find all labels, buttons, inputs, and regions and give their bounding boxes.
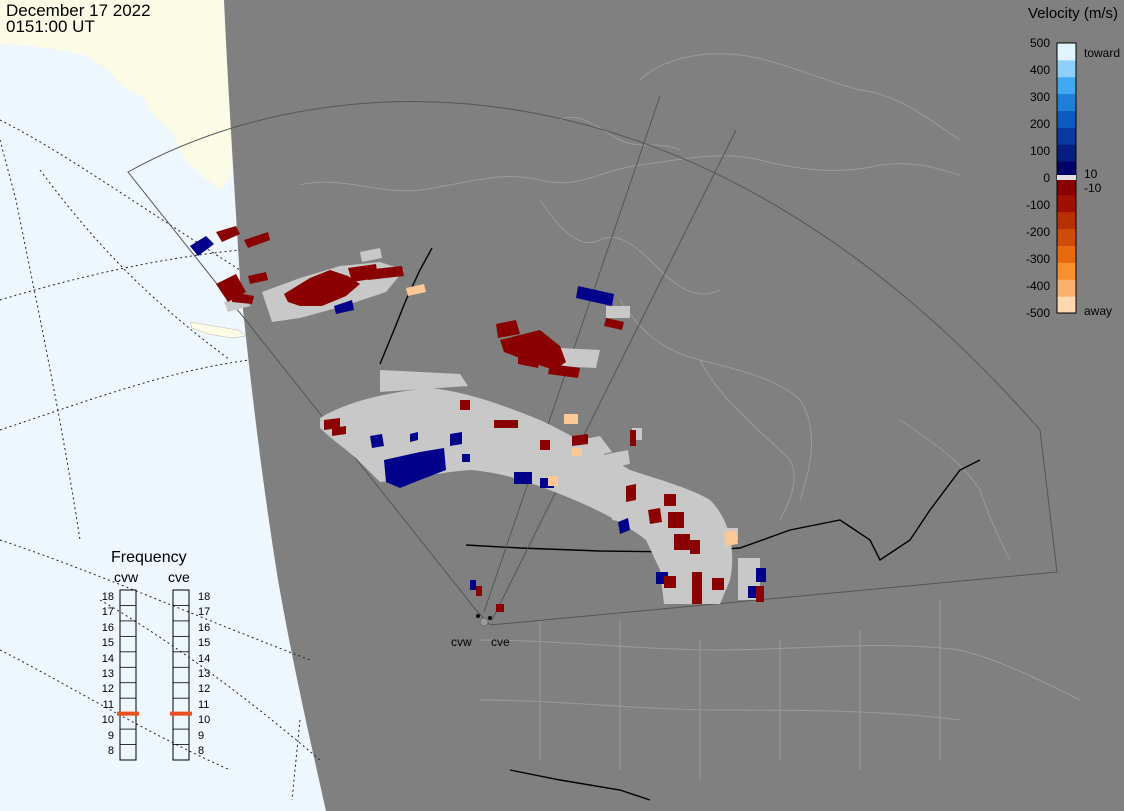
frequency-scale-label: 13 xyxy=(101,668,114,680)
legend-tick-label: -100 xyxy=(1025,198,1050,212)
colorbar-segment xyxy=(1057,161,1076,179)
frequency-scale-label: 8 xyxy=(198,745,205,758)
frequency-bars xyxy=(117,589,192,761)
legend-tick-label: -500 xyxy=(1025,306,1050,320)
frequency-scale-label: 14 xyxy=(198,652,211,665)
site-label-cvw: cvw xyxy=(451,635,472,649)
echoes-toward xyxy=(190,236,766,598)
colorbar-segment xyxy=(1057,43,1076,61)
frequency-column xyxy=(172,589,190,761)
colorbar-segment xyxy=(1057,228,1076,246)
frequency-radar-cvw-label: cvw xyxy=(114,569,139,585)
frequency-scale-label: 12 xyxy=(101,683,114,696)
legend-away-label: away xyxy=(1084,304,1113,318)
colorbar-segment xyxy=(1057,211,1076,230)
echoes-away-fast xyxy=(406,284,738,546)
frequency-scale-label: 11 xyxy=(198,698,210,711)
colorbar-segment xyxy=(1057,76,1076,95)
frequency-scale-label: 13 xyxy=(198,668,211,680)
frequency-scale-label: 15 xyxy=(101,637,114,650)
site-label-cve: cve xyxy=(491,635,510,649)
velocity-colorbar xyxy=(1056,42,1077,314)
colorbar-segment xyxy=(1057,279,1076,297)
frequency-scale-label: 10 xyxy=(198,714,211,727)
frequency-scale-label: 16 xyxy=(101,621,114,634)
land-boundaries xyxy=(299,53,1081,780)
colorbar-segment xyxy=(1057,110,1076,128)
radar-sites xyxy=(476,614,492,627)
colorbar-segment xyxy=(1057,127,1076,145)
radar-site-marker-icon[interactable] xyxy=(479,617,489,627)
frequency-scale-label: 15 xyxy=(198,637,211,650)
colorbar-segment xyxy=(1057,262,1076,280)
colorbar-segment xyxy=(1057,245,1076,263)
colorbar-segment xyxy=(1057,178,1076,196)
earth-shadow xyxy=(224,0,1124,811)
legend-side-tick-neg: -10 xyxy=(1084,181,1102,195)
frequency-scale-label: 17 xyxy=(198,606,211,619)
colorbar-segment xyxy=(1057,144,1076,162)
legend-tick-label: -400 xyxy=(1025,279,1050,293)
legend-tick-label: -300 xyxy=(1025,252,1050,266)
colorbar-segment xyxy=(1057,93,1076,111)
timestamp-date: December 17 2022 xyxy=(6,1,151,20)
frequency-scale-label: 9 xyxy=(107,729,114,742)
aleutian-islands xyxy=(189,321,247,339)
legend-side-tick-pos: 10 xyxy=(1084,167,1098,181)
frequency-scale-label: 18 xyxy=(101,590,114,603)
frequency-scale-label: 9 xyxy=(198,729,205,742)
colorbar-segment xyxy=(1057,59,1076,78)
frequency-scale-label: 17 xyxy=(101,606,114,619)
alaska-landmass xyxy=(0,0,232,190)
colorbar-segment xyxy=(1057,296,1076,314)
frequency-scale-label: 11 xyxy=(102,698,114,711)
legend-tick-label: -200 xyxy=(1025,225,1050,239)
legend-title: Velocity (m/s) xyxy=(1027,5,1118,22)
colorbar-segment xyxy=(1057,194,1076,213)
echoes-away xyxy=(216,226,764,612)
frequency-scale-label: 10 xyxy=(101,714,114,727)
frequency-marker xyxy=(170,711,192,716)
frequency-scale-label: 8 xyxy=(107,745,114,758)
legend-tick-label: 500 xyxy=(1029,36,1050,50)
frequency-scale-label: 12 xyxy=(198,683,211,696)
country-borders xyxy=(379,247,981,801)
frequency-marker xyxy=(117,711,139,716)
legend-tick-label: 300 xyxy=(1029,90,1050,104)
frequency-scale-label: 16 xyxy=(198,621,211,634)
frequency-title: Frequency xyxy=(111,549,187,566)
legend-tick-label: 100 xyxy=(1029,144,1050,158)
legend-tick-label: 200 xyxy=(1029,117,1050,131)
frequency-column xyxy=(119,589,137,761)
legend-toward-label: toward xyxy=(1084,46,1121,60)
colorbar-neutral-band xyxy=(1057,175,1076,180)
legend-tick-label: 400 xyxy=(1029,63,1050,77)
frequency-scale-label: 18 xyxy=(198,590,211,603)
frequency-scale-label: 14 xyxy=(101,652,114,665)
legend-tick-label: 0 xyxy=(1043,171,1050,185)
frequency-radar-cve-label: cve xyxy=(168,569,190,585)
timestamp-time: 0151:00 UT xyxy=(6,17,95,36)
